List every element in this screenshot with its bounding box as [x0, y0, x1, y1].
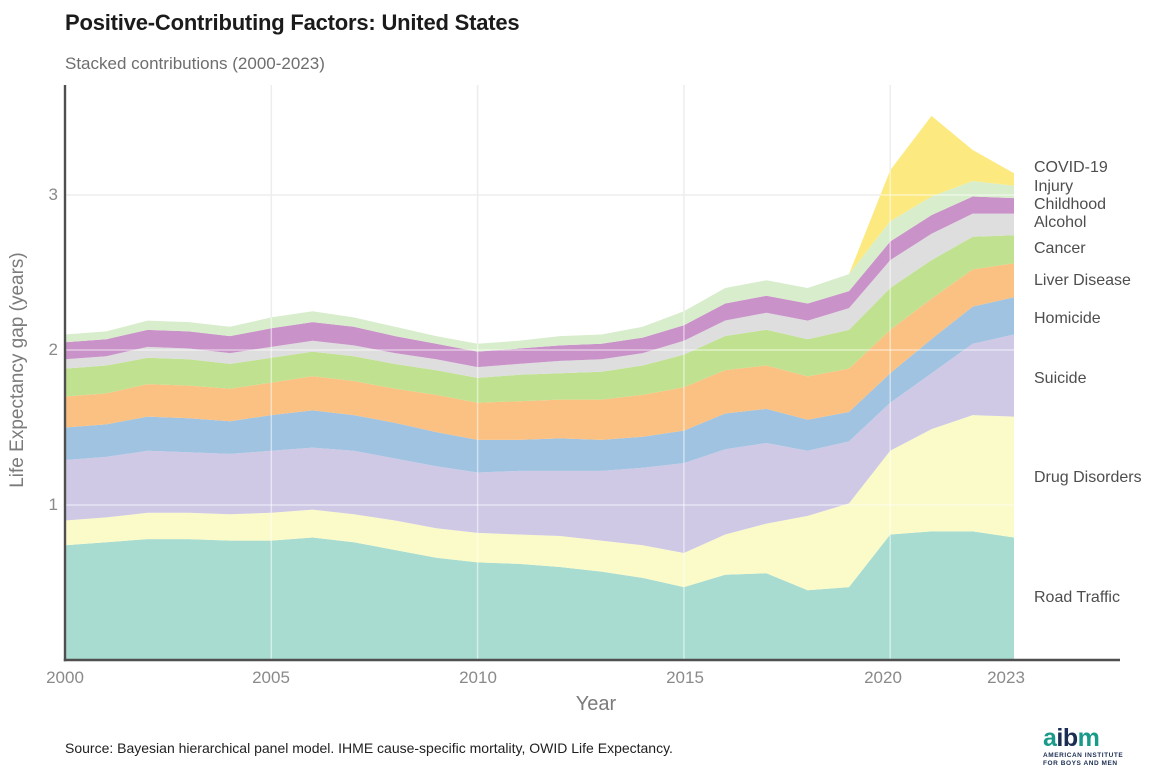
aibm-logo: aibm AMERICAN INSTITUTE FOR BOYS AND MEN [1043, 726, 1123, 768]
x-tick-2005: 2005 [252, 668, 290, 687]
area-cancer [65, 235, 1014, 403]
x-tick-2000: 2000 [46, 668, 84, 687]
y-tick-1: 1 [48, 495, 58, 514]
legend-label-covid-19: COVID-19 [1034, 159, 1108, 176]
x-tick-2015: 2015 [666, 668, 704, 687]
x-tick-2010: 2010 [459, 668, 497, 687]
area-homicide [65, 297, 1014, 473]
logo-letter-i: i [1056, 724, 1063, 752]
y-axis-title: Life Expectancy gap (years) [7, 252, 28, 488]
area-drug-disorders [65, 415, 1014, 591]
logo-letter-a: a [1043, 724, 1057, 752]
area-covid-19 [65, 115, 1014, 344]
area-suicide [65, 334, 1014, 553]
legend-label-road-traffic: Road Traffic [1034, 589, 1120, 606]
area-liver-disease [65, 263, 1014, 440]
logo-line-2: FOR BOYS AND MEN [1043, 760, 1118, 767]
logo-line-1: AMERICAN INSTITUTE [1043, 752, 1124, 759]
legend-label-childhood: Childhood [1034, 196, 1107, 213]
legend-label-liver-disease: Liver Disease [1034, 272, 1131, 289]
legend-label-cancer: Cancer [1034, 240, 1086, 257]
chart-title: Positive-Contributing Factors: United St… [65, 10, 520, 35]
legend-label-suicide: Suicide [1034, 370, 1087, 387]
logo-letter-m: m [1077, 724, 1100, 752]
stacked-areas [65, 115, 1014, 660]
x-axis-title: Year [575, 693, 617, 715]
chart-subtitle: Stacked contributions (2000-2023) [65, 54, 325, 73]
area-childhood [65, 196, 1014, 368]
x-tick-2023: 2023 [987, 668, 1025, 687]
legend-label-alcohol: Alcohol [1034, 214, 1087, 231]
logo-letter-b: b [1062, 724, 1078, 752]
y-tick-3: 3 [48, 185, 58, 204]
legend-label-homicide: Homicide [1034, 310, 1101, 327]
source-text: Source: Bayesian hierarchical panel mode… [65, 740, 673, 756]
aibm-logo-wordmark: aibm [1043, 726, 1123, 751]
area-road-traffic [65, 531, 1014, 660]
x-tick-2020: 2020 [864, 668, 902, 687]
legend-label-injury: Injury [1034, 178, 1074, 195]
legend-label-drug-disorders: Drug Disorders [1034, 469, 1142, 486]
y-tick-2: 2 [48, 340, 58, 359]
